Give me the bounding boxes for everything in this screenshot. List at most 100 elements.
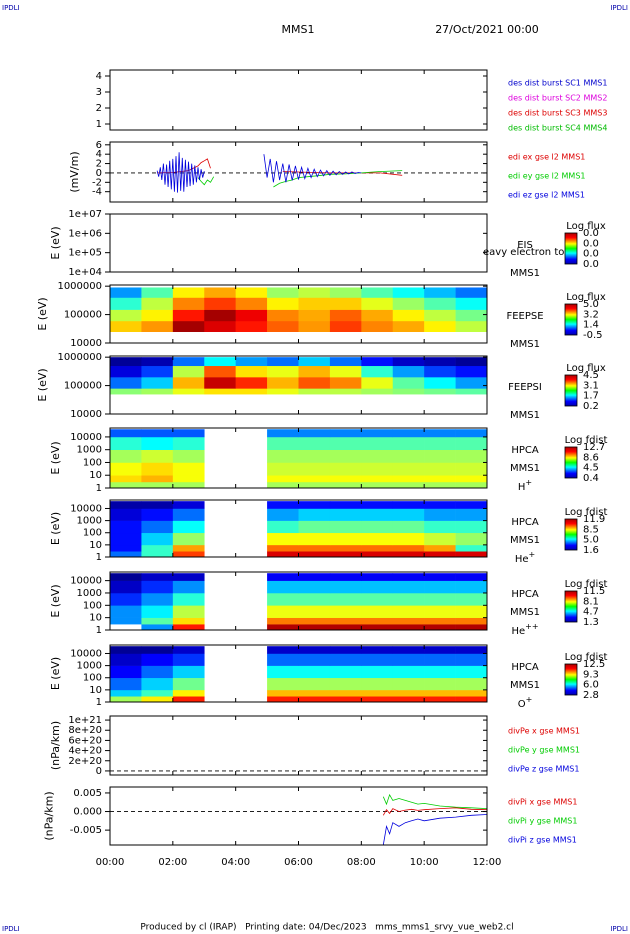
colorbar-label: 0.0 [583, 228, 599, 239]
spectrogram-cell [267, 287, 299, 298]
spectrogram-cell [110, 653, 142, 666]
spectrogram-cell [141, 436, 174, 450]
spectrogram-cell [455, 309, 488, 322]
legend-entry: divPe x gse MMS1 [508, 727, 580, 736]
spectrogram-cell [424, 436, 456, 450]
spectrogram-cell [110, 573, 142, 581]
spectrogram-cell [424, 501, 456, 509]
y-tick-label: 1000000 [57, 352, 102, 363]
spectrogram-cell [455, 653, 488, 666]
colorbar-label: 4.5 [583, 463, 599, 474]
spectrogram-cell [298, 592, 331, 606]
spectrogram-cell [298, 462, 331, 476]
spectrogram-cell [361, 436, 394, 450]
spectrogram-cell [424, 320, 456, 332]
spectrogram-cell [455, 481, 488, 489]
spectrogram-cell [392, 617, 425, 625]
spectrogram-cell [110, 508, 142, 521]
spectrogram-cell [110, 696, 142, 703]
y-tick-label: 1000 [77, 661, 102, 672]
x-tick-label: 06:00 [284, 857, 313, 868]
spectrogram-cell [141, 677, 174, 691]
spectrogram-cell [424, 481, 456, 489]
spectrogram-cell [204, 320, 236, 332]
y-axis-label: E (eV) [36, 368, 49, 401]
spectrogram-cell [392, 481, 425, 489]
spectrogram-cell [329, 551, 362, 558]
colorbar-label: 0.0 [583, 259, 599, 270]
spectrogram-cell [298, 696, 331, 703]
spectrogram-cell [172, 377, 205, 389]
spectrogram-cell [172, 696, 205, 703]
colorbar-title: Log flux [566, 292, 606, 303]
spectrogram-cell [361, 689, 394, 697]
spectrogram-cell [298, 377, 331, 389]
spectrogram-cell [110, 309, 142, 322]
spectrogram-cell [424, 592, 456, 606]
spectrogram-cell [392, 520, 425, 534]
spectrogram-cell [298, 665, 331, 679]
spectrogram-cell [329, 544, 362, 552]
spectrogram-cell [392, 501, 425, 509]
spectrogram-cell [267, 520, 299, 534]
spectrogram-cell [172, 624, 205, 631]
spectrogram-cell [267, 689, 299, 697]
spectrogram-cell [424, 429, 456, 438]
spectrogram-cell [204, 287, 236, 298]
spectrogram-cell [267, 436, 299, 450]
spectrogram-cell [298, 532, 331, 546]
spectrogram-cell [392, 592, 425, 606]
spectrogram-cell [172, 646, 205, 654]
data-line [382, 793, 488, 809]
y-tick-label: 100000 [64, 310, 102, 321]
spectrogram-cell [329, 388, 362, 395]
spectrogram-cell [392, 580, 425, 594]
spectrogram-cell [361, 481, 394, 489]
spectrogram-cell [267, 388, 299, 395]
spectrogram-cell [392, 377, 425, 389]
legend-entry: divPi y gse MMS1 [508, 817, 577, 826]
y-tick-label: 100 [83, 600, 102, 611]
spectrogram-cell [141, 481, 174, 489]
spacecraft: MMS1 [282, 23, 315, 36]
spectrogram-cell [141, 501, 174, 509]
spectrogram-cell [424, 646, 456, 654]
y-tick-label: 10000 [70, 503, 102, 514]
spectrogram-cell [141, 297, 174, 310]
spectrogram-cell [204, 297, 236, 310]
y-tick-label: 6e+20 [68, 735, 102, 746]
spectrogram-cell [235, 357, 268, 367]
spectrogram-cell [361, 449, 394, 463]
spectrogram-cell [267, 429, 299, 438]
spectrogram-cell [298, 508, 331, 521]
spectrogram-cell [267, 665, 299, 679]
y-axis-label: E (eV) [49, 441, 62, 474]
species-sup: ++ [525, 622, 538, 631]
spectrogram-cell [141, 449, 174, 463]
spectrogram-cell [235, 377, 268, 389]
spectrogram-cell [172, 520, 205, 534]
spectrogram-cell [110, 429, 142, 438]
spectrogram-cell [172, 429, 205, 438]
spectrogram-cell [455, 573, 488, 581]
spectrogram-cell [455, 605, 488, 618]
side-label: MMS1 [510, 680, 540, 691]
spectrogram-cell [455, 501, 488, 509]
spectrogram-cell [172, 689, 205, 697]
spectrogram-cell [141, 617, 174, 625]
y-tick-label: -0.005 [70, 825, 102, 836]
spectrogram-cell [361, 388, 394, 395]
spectrogram-cell [141, 377, 174, 389]
spectrogram-cell [329, 309, 362, 322]
spectrogram-cell [424, 508, 456, 521]
data-line [156, 152, 362, 193]
y-tick-label: 10000 [70, 576, 102, 587]
y-tick-label: 10000 [70, 648, 102, 659]
panel-frame [109, 786, 488, 846]
y-tick-label: 2e+20 [68, 756, 102, 767]
spectrogram-cell [329, 677, 362, 691]
y-tick-label: 8e+20 [68, 725, 102, 736]
spectrogram-cell [361, 520, 394, 534]
spectrogram-cell [110, 605, 142, 618]
